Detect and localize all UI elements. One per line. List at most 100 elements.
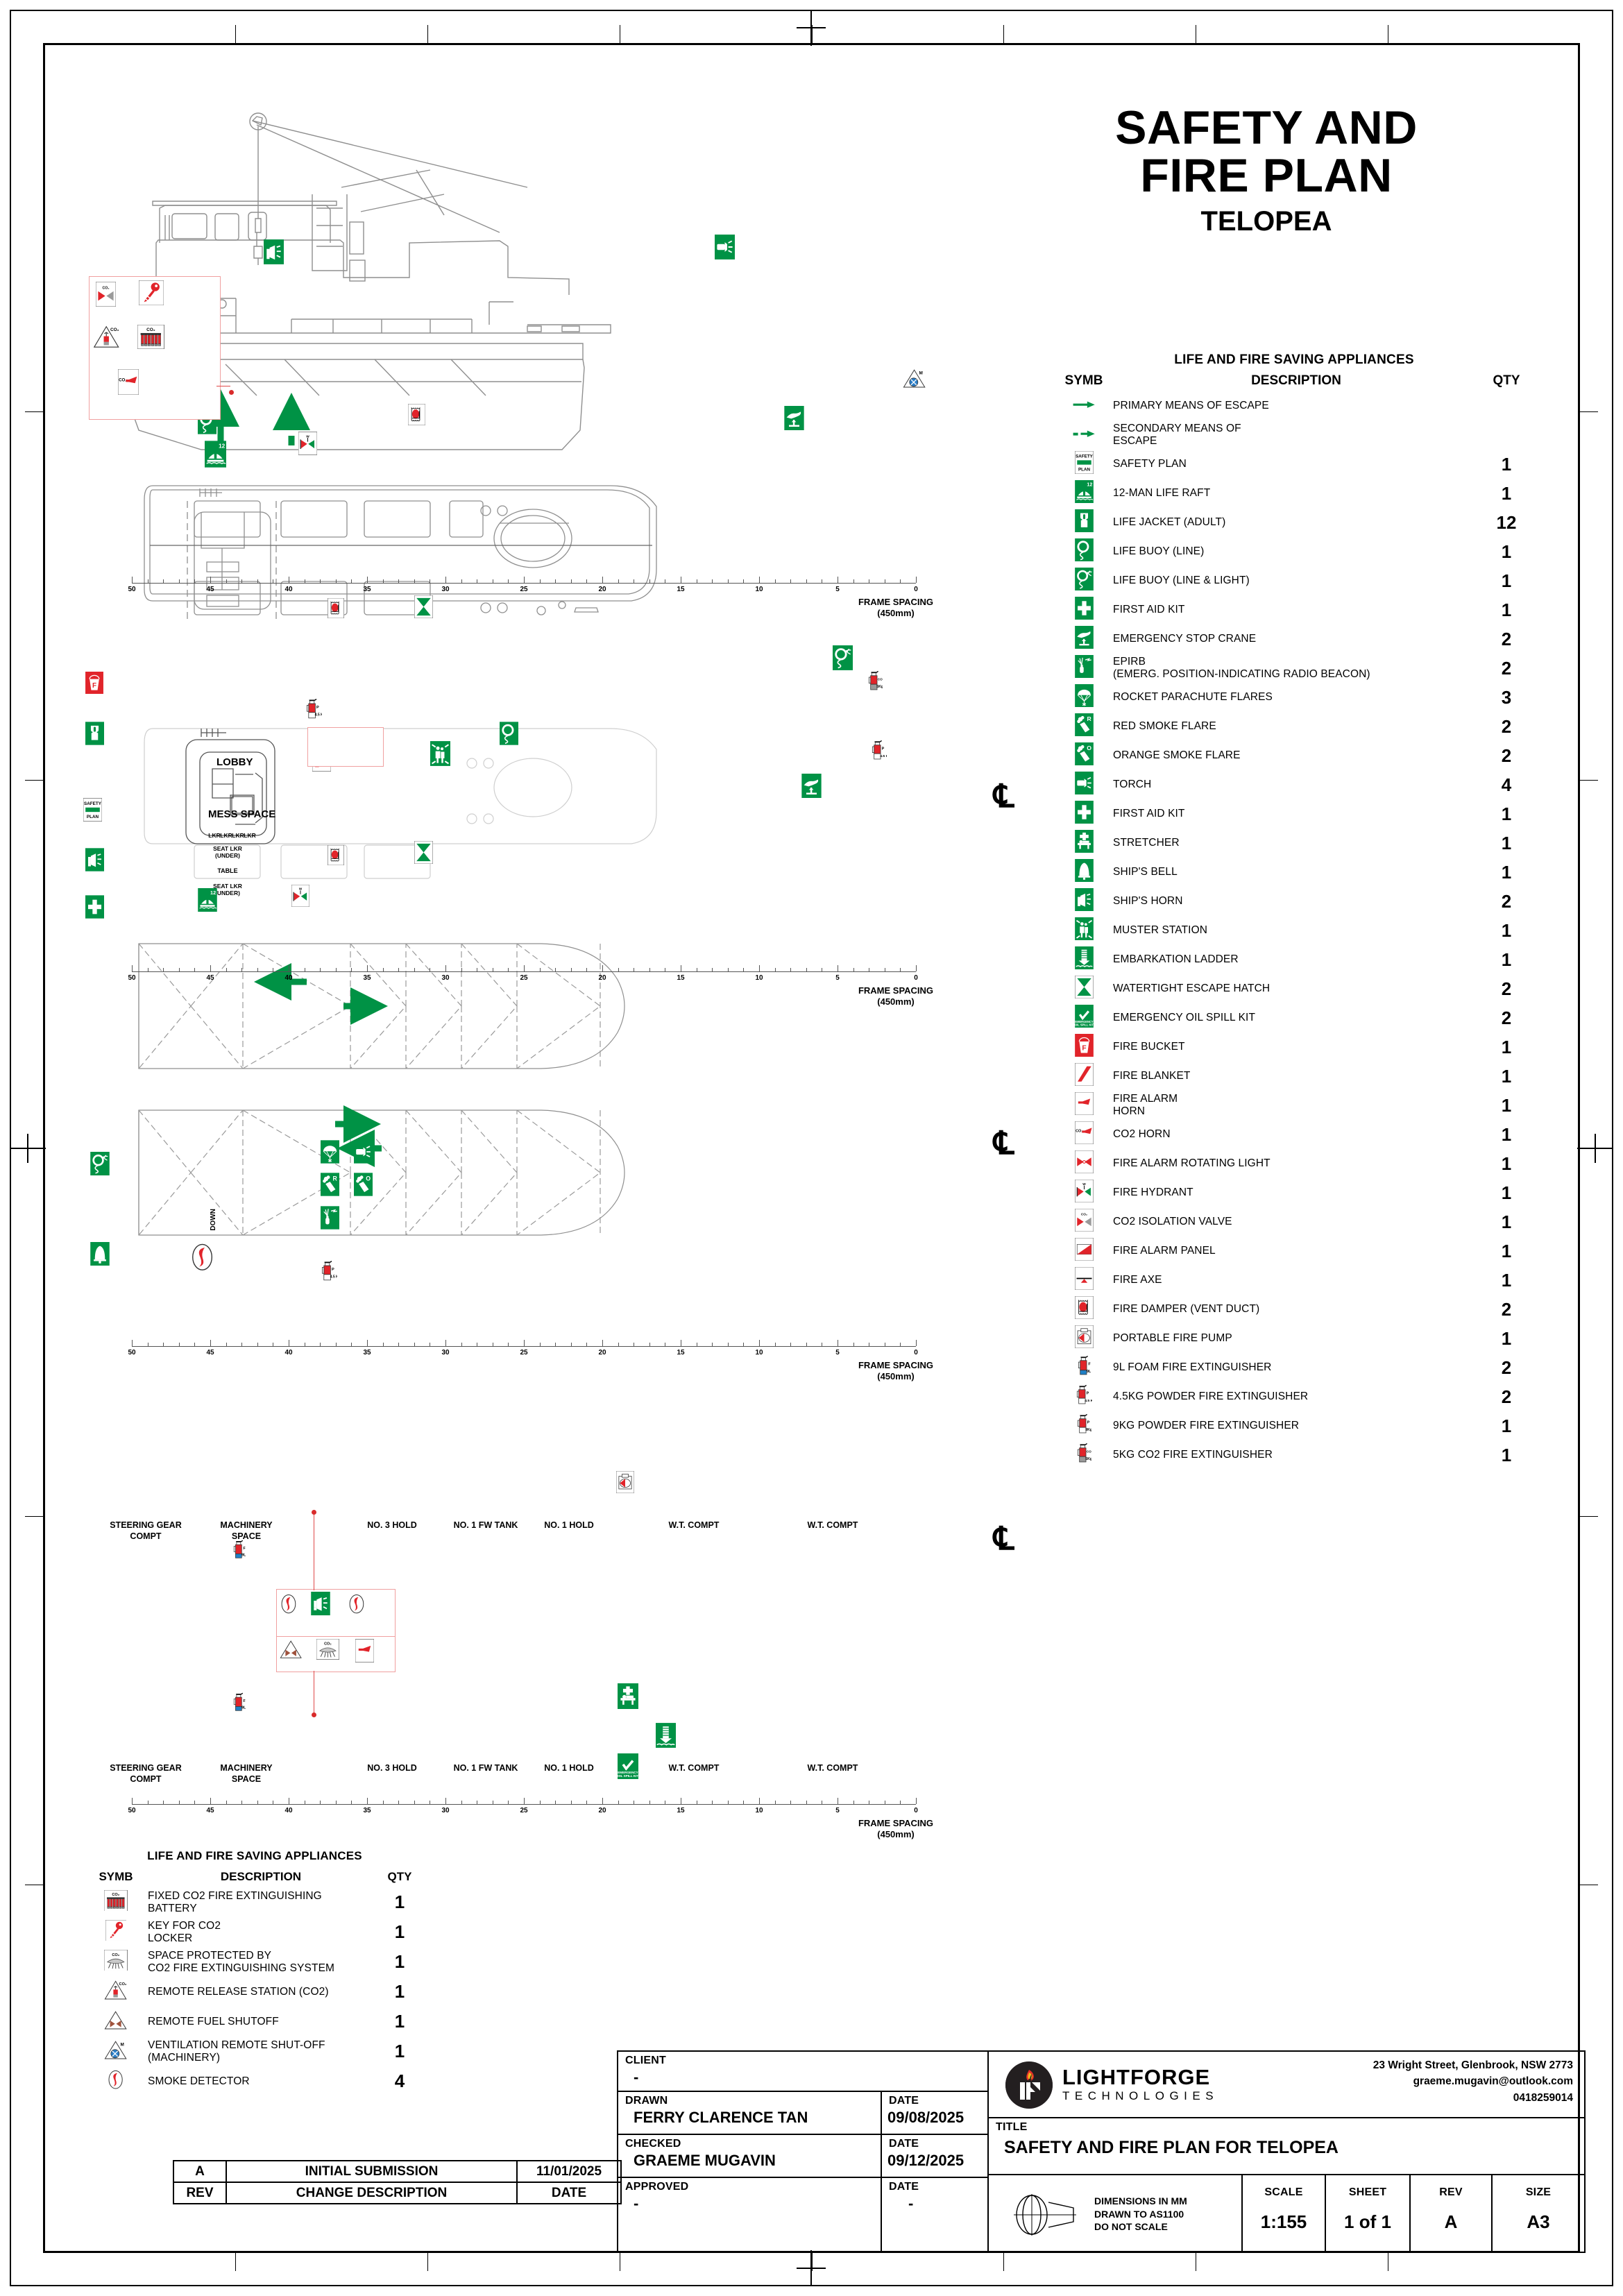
compartment-label: NO. 1 HOLD	[544, 1763, 594, 1773]
placed-stretcher-icon	[618, 1683, 638, 1709]
legend-row: STRETCHER 1	[1063, 829, 1525, 857]
legend-quantity: 1	[1501, 832, 1512, 853]
powder-extinguisher-4p5kg-icon: P 4.5 Kg	[1063, 1383, 1105, 1411]
placed-torch-icon	[354, 1140, 373, 1164]
lightforge-flame-icon	[1005, 2061, 1053, 2109]
drawn-label: DRAWN	[625, 2095, 668, 2107]
centering-mark-right	[1577, 1134, 1613, 1163]
fire-alarm-rotating-light-icon	[1063, 1150, 1105, 1177]
frame-tick-label: 20	[598, 586, 606, 593]
svg-text:CO₂: CO₂	[110, 328, 119, 332]
svg-text:CO₂: CO₂	[146, 328, 155, 332]
legend-quantity: 1	[1501, 1211, 1512, 1232]
compartment-label: NO. 3 HOLD	[367, 1520, 417, 1530]
torch-icon	[1063, 771, 1105, 799]
drawn-value: FERRY CLARENCE TAN	[634, 2109, 808, 2126]
placed-fire-damper-icon	[327, 597, 345, 619]
note-2: DRAWN TO AS1100	[1094, 2208, 1184, 2220]
svg-text:F: F	[92, 682, 96, 690]
legend-quantity: 1	[1501, 1065, 1512, 1087]
legend-description: SPACE PROTECTED BY CO2 FIRE EXTINGUISHING…	[148, 1949, 335, 1974]
frame-tick-label: 50	[128, 1807, 136, 1814]
centering-mark-top	[797, 10, 826, 46]
life-jacket-icon	[1063, 509, 1105, 536]
frame-tick-label: 40	[284, 974, 293, 982]
placed-co2-locker-key-icon	[138, 280, 164, 306]
frame-tick-label: 10	[755, 1349, 763, 1357]
legend-row: LIFE JACKET (ADULT) 12	[1063, 509, 1525, 536]
company-address: 23 Wright Street, Glenbrook, NSW 2773	[1373, 2059, 1573, 2071]
sub-legend-table: LIFE AND FIRE SAVING APPLIANCES SYMB DES…	[91, 1845, 418, 2097]
placed-life-buoy-line-icon	[500, 722, 518, 745]
legend-quantity: 2	[1501, 1357, 1512, 1378]
frame-tick-label: 25	[520, 1349, 528, 1357]
stretcher-icon	[1063, 829, 1105, 857]
fire-bucket-icon: F	[1063, 1033, 1105, 1061]
svg-text:CO₂: CO₂	[112, 1893, 120, 1897]
main-legend-col-qty: QTY	[1493, 373, 1520, 388]
svg-text:O: O	[1087, 745, 1091, 751]
frame-tick-label: 20	[598, 1349, 606, 1357]
embarkation-ladder-icon	[1063, 946, 1105, 973]
legend-row: P 4.5 Kg 4.5KG POWDER FIRE EXTINGUISHER 2	[1063, 1383, 1525, 1411]
approved-date-cell: DATE -	[882, 2178, 989, 2253]
legend-description: LIFE BUOY (LINE & LIGHT)	[1113, 575, 1250, 586]
legend-row: FIRE AXE 1	[1063, 1266, 1525, 1294]
legend-row: F FIRE BUCKET 1	[1063, 1033, 1525, 1061]
placed-emergency-stop-crane-icon	[784, 406, 804, 430]
legend-quantity: 1	[1501, 570, 1512, 591]
locker-label: LKR	[244, 832, 256, 839]
foam-extinguisher-9l-icon: F 9L	[1063, 1354, 1105, 1381]
title-vessel-name: TELOPEA	[1200, 205, 1332, 237]
svg-text:SAFETY: SAFETY	[1076, 454, 1094, 459]
frame-tick-label: 35	[363, 1807, 371, 1814]
compartment-label: NO. 1 FW TANK	[453, 1763, 518, 1773]
svg-text:4.5 Kg: 4.5 Kg	[1085, 1399, 1092, 1403]
placed-co2-horn-icon: CO₂	[117, 368, 139, 396]
placed-fire-damper-icon	[327, 844, 345, 866]
svg-text:9Kg: 9Kg	[1085, 1428, 1091, 1432]
svg-text:F: F	[244, 1699, 246, 1703]
svg-text:CO₂: CO₂	[1080, 1212, 1087, 1216]
placed-life-buoy-line-light-icon	[90, 1152, 110, 1175]
company-subtitle: TECHNOLOGIES	[1062, 2089, 1219, 2102]
drawn-date-value: 09/08/2025	[887, 2109, 965, 2126]
rev-label: REV	[1439, 2186, 1463, 2198]
legend-description: ROCKET PARACHUTE FLARES	[1113, 691, 1273, 703]
frame-ruler	[132, 971, 916, 972]
placed-torch-icon	[715, 235, 735, 260]
approved-label: APPROVED	[625, 2181, 689, 2193]
client-label: CLIENT	[625, 2055, 666, 2066]
frame-tick-label: 15	[677, 1349, 685, 1357]
legend-quantity: 1	[1501, 599, 1512, 620]
legend-row: EMBARKATION LADDER 1	[1063, 946, 1525, 973]
legend-description: SMOKE DETECTOR	[148, 2075, 250, 2087]
room-label-lobby: LOBBY	[216, 756, 253, 768]
sheet-label: SHEET	[1348, 2186, 1387, 2198]
placed-co2-protected-space-icon: CO₂	[316, 1638, 340, 1660]
legend-row: SECONDARY MEANS OF ESCAPE	[1063, 421, 1525, 449]
placed-remote-fuel-shutoff-icon	[279, 1639, 303, 1660]
placed-rocket-parachute-flare-icon	[321, 1140, 339, 1164]
checked-date-label: DATE	[889, 2138, 919, 2150]
placed-epirb-icon	[321, 1206, 339, 1230]
frame-tick-label: 10	[755, 1807, 763, 1814]
legend-row: SHIP'S HORN 2	[1063, 887, 1525, 915]
frame-tick-label: 30	[441, 586, 450, 593]
co2-extinguisher-5kg-icon: CO₂ 5Kg	[1063, 1441, 1105, 1469]
legend-description: STRETCHER	[1113, 837, 1180, 849]
main-legend-col-symb: SYMB	[1064, 373, 1103, 388]
checked-cell: CHECKED GRAEME MUGAVIN	[618, 2135, 882, 2178]
rev-value: A	[1444, 2211, 1458, 2232]
legend-row: FIRE DAMPER (VENT DUCT) 2	[1063, 1295, 1525, 1323]
approved-date-label: DATE	[889, 2181, 919, 2193]
legend-row: EMERGENCY STOP CRANE 2	[1063, 625, 1525, 653]
placed-life-buoy-line-light-icon	[833, 645, 853, 670]
placed-powder-extinguisher-4p5kg-icon: P 4.5 Kg	[305, 697, 325, 721]
compartment-label: STEERING GEAR COMPT	[110, 1763, 182, 1785]
legend-row: R RED SMOKE FLARE 2	[1063, 713, 1525, 740]
main-legend-heading: LIFE AND FIRE SAVING APPLIANCES	[1174, 352, 1414, 367]
frame-tick-label: 45	[206, 1349, 214, 1357]
svg-text:4.5 Kg: 4.5 Kg	[315, 713, 322, 717]
